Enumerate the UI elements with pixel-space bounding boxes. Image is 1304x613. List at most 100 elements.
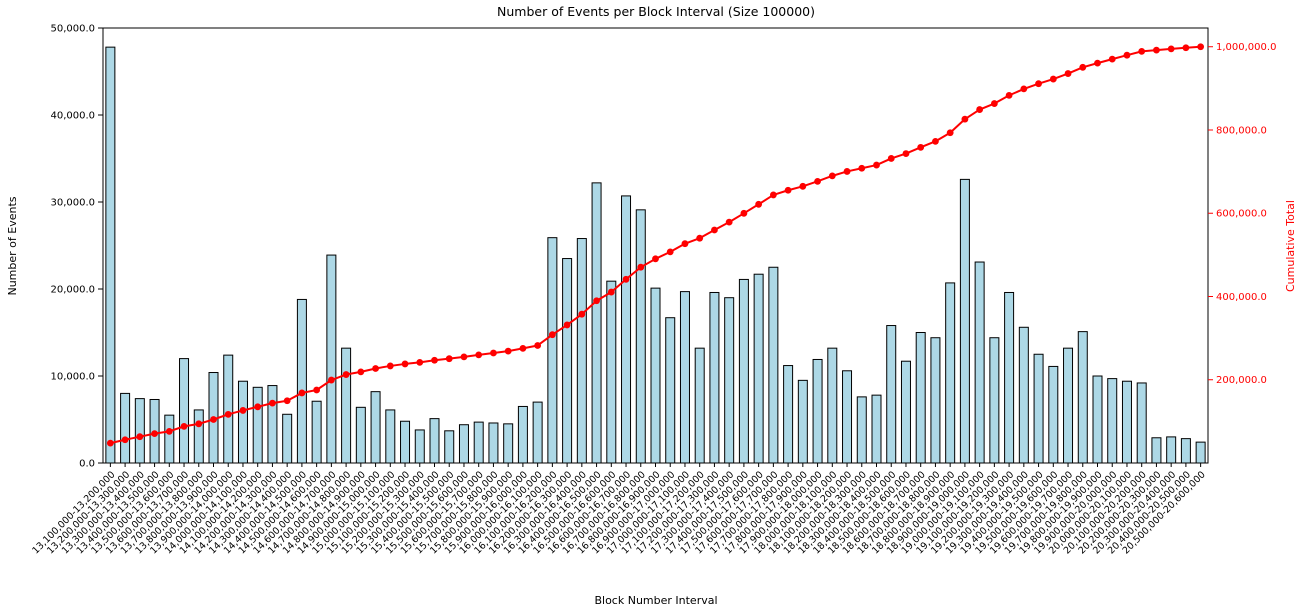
bar xyxy=(650,287,661,464)
line-marker xyxy=(607,288,615,296)
line-marker xyxy=(799,182,807,190)
bar xyxy=(930,337,941,464)
bar xyxy=(252,386,263,464)
bar xyxy=(355,406,366,464)
y-tick-label-left: 10,000.0 xyxy=(50,372,95,383)
bar xyxy=(1180,438,1191,464)
line-marker xyxy=(946,129,954,137)
line-marker xyxy=(504,347,512,355)
bar xyxy=(547,237,558,464)
bar xyxy=(1121,380,1132,464)
line-marker xyxy=(121,436,129,444)
y-tick-label-left: 30,000.0 xyxy=(50,198,95,209)
bar xyxy=(1166,436,1177,464)
bar xyxy=(827,347,838,464)
x-axis-label: Block Number Interval xyxy=(594,594,717,607)
line-marker xyxy=(254,403,262,411)
line-marker xyxy=(755,200,763,208)
line-marker xyxy=(652,255,659,263)
line-marker xyxy=(224,410,232,418)
bar xyxy=(267,385,278,464)
line-marker xyxy=(1182,44,1190,52)
bar xyxy=(444,430,455,464)
bar xyxy=(223,354,234,464)
bar xyxy=(326,254,337,464)
line-marker xyxy=(637,263,645,271)
line-marker xyxy=(622,275,630,283)
bar xyxy=(562,258,573,464)
bar xyxy=(665,317,676,464)
line-marker xyxy=(563,321,571,329)
line-marker xyxy=(180,422,188,430)
bar xyxy=(193,409,204,464)
bar xyxy=(768,266,779,464)
line-marker xyxy=(1049,75,1057,83)
line-marker xyxy=(843,168,851,175)
bar xyxy=(282,413,293,464)
y-tick-label-right: 200,000.0 xyxy=(1216,375,1267,386)
line-marker xyxy=(1138,47,1146,55)
y-tick-label-right: 400,000.0 xyxy=(1216,292,1267,303)
bar xyxy=(635,209,646,464)
bar xyxy=(856,396,867,464)
bar xyxy=(724,297,735,464)
bar xyxy=(311,400,322,464)
bar xyxy=(709,291,720,464)
line-marker xyxy=(283,397,291,405)
line-marker xyxy=(401,360,409,368)
line-marker xyxy=(1079,63,1087,71)
line-marker xyxy=(475,351,483,359)
bar xyxy=(738,278,749,464)
bar xyxy=(974,261,985,464)
line-marker xyxy=(195,420,203,428)
bar xyxy=(488,422,499,464)
line-marker xyxy=(1005,91,1013,99)
line-marker xyxy=(1094,59,1101,67)
bar xyxy=(385,409,396,464)
line-marker xyxy=(740,209,748,217)
line-marker xyxy=(681,240,689,248)
line-marker xyxy=(976,106,984,113)
line-marker xyxy=(298,389,306,397)
line-marker xyxy=(313,386,321,394)
line-marker xyxy=(887,155,895,162)
line-marker xyxy=(534,342,542,349)
bar xyxy=(120,392,131,464)
bar xyxy=(679,291,690,464)
bar xyxy=(473,421,484,464)
y-axis-label-left: Number of Events xyxy=(6,196,19,295)
plot-area: 0.0 10,000.0 20,000.0 30,000.0 40,000.0 50,00… xyxy=(30,24,1276,557)
bar xyxy=(164,414,175,464)
line-marker xyxy=(711,226,718,234)
line-marker xyxy=(416,358,424,366)
bar xyxy=(959,178,970,464)
bar xyxy=(591,182,602,464)
bar xyxy=(341,347,352,464)
line-marker xyxy=(1123,51,1131,59)
bar xyxy=(797,379,808,464)
y-tick-label-right: 1,000,000.0 xyxy=(1216,42,1276,53)
line-marker xyxy=(210,416,217,423)
bar xyxy=(429,418,440,464)
chart-title: Number of Events per Block Interval (Siz… xyxy=(497,4,815,19)
line-marker xyxy=(769,191,777,199)
bar xyxy=(400,420,411,464)
line-marker xyxy=(136,433,144,441)
bar xyxy=(1195,441,1206,464)
bar xyxy=(296,298,307,464)
line-marker xyxy=(106,439,114,447)
line-marker xyxy=(460,353,468,361)
bar xyxy=(783,365,794,464)
bar xyxy=(1077,331,1088,464)
line-marker xyxy=(1064,70,1072,77)
y-tick-label-left: 0.0 xyxy=(79,459,95,470)
line-marker xyxy=(902,150,910,157)
line-marker xyxy=(828,172,836,180)
bar xyxy=(871,394,882,464)
line-marker xyxy=(1035,80,1042,88)
line-marker xyxy=(327,376,335,384)
line-marker xyxy=(858,164,866,172)
line-marker xyxy=(151,430,158,438)
bar xyxy=(900,360,911,464)
line-marker xyxy=(784,186,792,194)
